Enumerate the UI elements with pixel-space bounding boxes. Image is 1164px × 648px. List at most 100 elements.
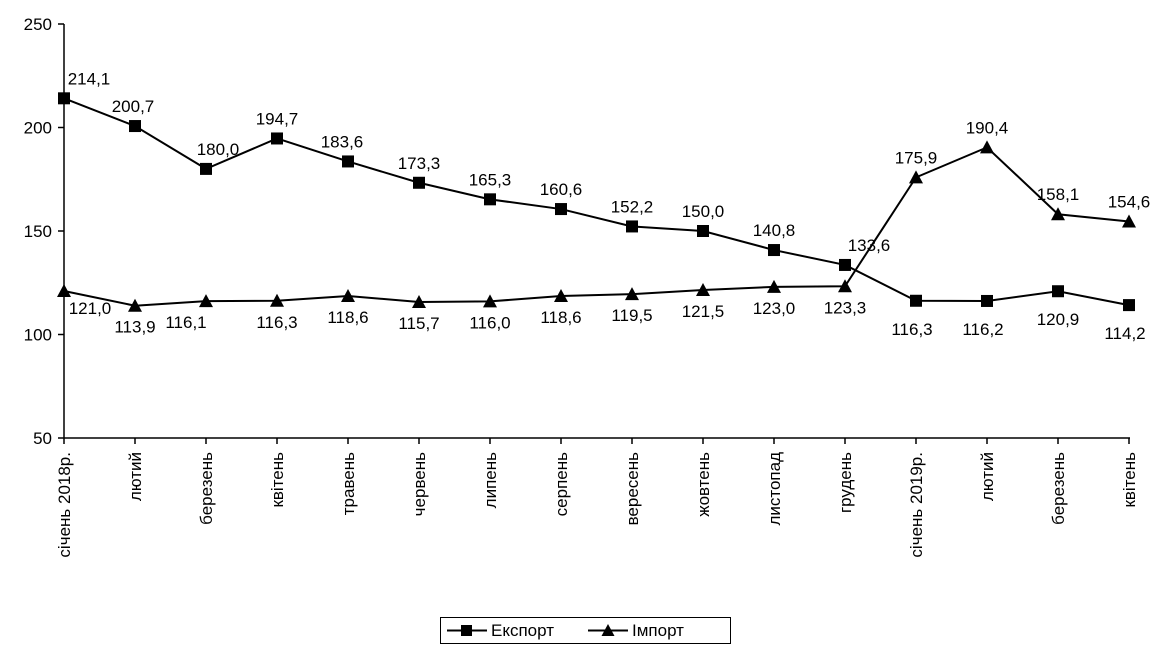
- export-data-label: 133,6: [848, 236, 891, 255]
- import-data-label: 121,0: [69, 299, 112, 318]
- x-tick-label: лютий: [126, 452, 145, 501]
- export-data-label: 183,6: [321, 132, 364, 151]
- import-data-label: 123,3: [824, 298, 867, 317]
- import-point-marker: [696, 282, 710, 296]
- export-point-marker: [200, 162, 212, 175]
- chart-axes: [63, 24, 1130, 439]
- import-data-label: 121,5: [682, 302, 725, 321]
- export-point-marker: [626, 220, 638, 233]
- import-data-label: 190,4: [966, 118, 1009, 137]
- export-data-label: 152,2: [611, 197, 654, 216]
- export-point-marker: [1123, 299, 1135, 312]
- y-tick-label: 250: [24, 15, 52, 34]
- legend-export-marker-icon: [447, 625, 487, 636]
- x-tick-label: березень: [197, 452, 216, 525]
- import-data-label: 158,1: [1037, 185, 1080, 204]
- import-point-marker: [270, 293, 284, 307]
- export-data-label: 214,1: [68, 69, 111, 88]
- x-tick-label: серпень: [552, 452, 571, 516]
- export-point-marker: [555, 203, 567, 216]
- series-line-import: [63, 146, 1130, 307]
- export-point-marker: [271, 132, 283, 145]
- import-point-marker: [625, 287, 639, 301]
- x-tick-label: жовтень: [694, 452, 713, 517]
- import-point-marker: [767, 279, 781, 293]
- export-data-label: 150,0: [682, 202, 725, 221]
- x-axis-ticks: січень 2018р. лютий березень квітень травень…: [55, 438, 1139, 558]
- import-point-marker: [554, 288, 568, 302]
- import-data-label: 118,6: [327, 308, 368, 327]
- x-tick-label: березень: [1049, 452, 1068, 525]
- export-data-label: 194,7: [256, 109, 299, 128]
- x-tick-label: січень 2019р.: [907, 452, 926, 558]
- export-point-marker: [768, 244, 780, 257]
- legend-item-export: Експорт: [447, 618, 554, 643]
- x-tick-label: листопад: [765, 452, 784, 526]
- export-data-label: 200,7: [112, 97, 155, 116]
- y-axis-ticks: 50 100 150 200 250: [24, 15, 64, 448]
- export-data-label: 140,8: [753, 221, 796, 240]
- import-data-label: 175,9: [895, 148, 938, 167]
- export-point-marker: [413, 176, 425, 189]
- import-data-label: 116,1: [165, 313, 206, 332]
- x-tick-label: лютий: [978, 452, 997, 501]
- legend-item-import: Імпорт: [588, 618, 684, 643]
- legend-import-label: Імпорт: [632, 620, 684, 640]
- y-tick-label: 50: [33, 429, 52, 448]
- x-tick-label: вересень: [623, 452, 642, 526]
- import-data-label: 115,7: [398, 314, 439, 333]
- export-point-marker: [484, 193, 496, 206]
- x-tick-label: червень: [410, 452, 429, 516]
- export-data-label: 165,3: [469, 170, 512, 189]
- import-point-marker: [199, 294, 213, 308]
- import-point-marker: [483, 294, 497, 308]
- import-point-marker: [341, 288, 355, 302]
- import-point-marker: [1122, 214, 1136, 228]
- legend-import-marker-icon: [588, 624, 628, 636]
- export-data-label: 180,0: [197, 140, 240, 159]
- import-data-label: 116,3: [256, 313, 297, 332]
- import-data-label: 118,6: [540, 308, 581, 327]
- import-data-label: 116,0: [469, 313, 510, 332]
- x-tick-label: травень: [339, 452, 358, 515]
- export-data-label: 173,3: [398, 154, 441, 173]
- export-point-marker: [839, 258, 851, 271]
- x-tick-label: грудень: [836, 452, 855, 513]
- import-point-marker: [412, 295, 426, 309]
- chart-legend: Експорт Імпорт: [440, 617, 731, 644]
- y-tick-label: 150: [24, 222, 52, 241]
- y-tick-label: 200: [24, 119, 52, 138]
- export-data-label: 116,2: [962, 320, 1003, 339]
- series-lines: [63, 97, 1130, 307]
- export-point-marker: [981, 294, 993, 307]
- import-point-marker: [128, 298, 142, 312]
- series-line-export: [63, 97, 1130, 307]
- x-tick-label: квітень: [1120, 452, 1139, 508]
- export-data-label: 114,2: [1104, 324, 1145, 343]
- export-point-marker: [129, 120, 141, 133]
- export-data-label: 160,6: [540, 180, 583, 199]
- export-point-marker: [1052, 285, 1064, 298]
- export-point-marker: [697, 225, 709, 237]
- series-markers: [57, 92, 1136, 312]
- export-point-marker: [910, 294, 922, 307]
- import-point-marker: [57, 284, 71, 298]
- import-data-label: 123,0: [753, 299, 796, 318]
- x-tick-label: січень 2018р.: [55, 452, 74, 558]
- import-point-marker: [909, 170, 923, 184]
- import-data-label: 119,5: [611, 306, 652, 325]
- import-point-marker: [1051, 207, 1065, 221]
- x-tick-label: квітень: [268, 452, 287, 508]
- export-point-marker: [58, 92, 70, 105]
- import-point-marker: [980, 140, 994, 154]
- export-data-label: 116,3: [891, 320, 932, 339]
- legend-export-label: Експорт: [491, 620, 554, 640]
- import-data-label: 154,6: [1108, 192, 1151, 211]
- export-data-label: 120,9: [1037, 310, 1080, 329]
- x-tick-label: липень: [481, 452, 500, 508]
- y-tick-label: 100: [24, 326, 52, 345]
- export-point-marker: [342, 155, 354, 168]
- import-point-marker: [838, 279, 852, 293]
